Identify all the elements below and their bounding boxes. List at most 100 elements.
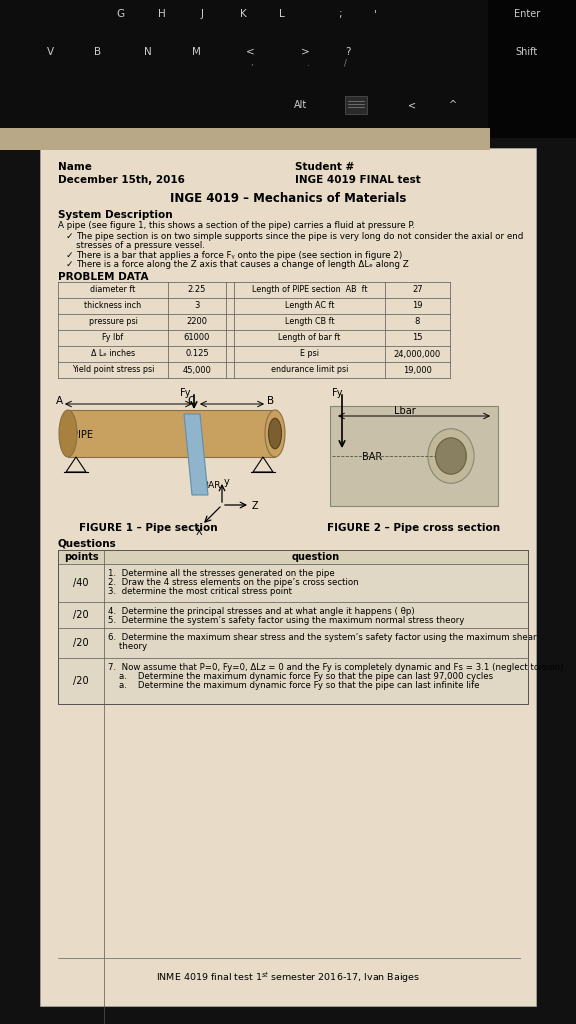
- Text: A: A: [56, 396, 63, 406]
- Text: a.    Determine the maximum dynamic force Fy so that the pipe can last infinite : a. Determine the maximum dynamic force F…: [108, 681, 479, 690]
- Text: ^: ^: [449, 100, 457, 110]
- Bar: [58, 564, 528, 602]
- Text: INGE 4019 – Mechanics of Materials: INGE 4019 – Mechanics of Materials: [170, 193, 406, 205]
- Text: FIGURE 1 – Pipe section: FIGURE 1 – Pipe section: [79, 523, 217, 534]
- Text: E psi: E psi: [300, 349, 319, 358]
- Text: C: C: [187, 396, 194, 406]
- Text: L: L: [279, 9, 285, 19]
- Text: 19: 19: [412, 301, 423, 310]
- Text: 3.  determine the most critical stress point: 3. determine the most critical stress po…: [108, 587, 292, 596]
- Text: 3: 3: [194, 301, 200, 310]
- Text: /: /: [343, 58, 346, 68]
- Text: question: question: [292, 552, 340, 562]
- Text: thickness inch: thickness inch: [85, 301, 142, 310]
- Text: diameter ft: diameter ft: [90, 286, 135, 295]
- Text: BAR: BAR: [362, 452, 382, 462]
- Polygon shape: [184, 414, 208, 495]
- Text: <: <: [408, 100, 416, 110]
- Text: Fy: Fy: [332, 388, 343, 398]
- Text: Z: Z: [252, 501, 259, 511]
- Bar: [58, 658, 528, 705]
- Text: 24,000,000: 24,000,000: [394, 349, 441, 358]
- Text: 0.125: 0.125: [185, 349, 209, 358]
- Text: J: J: [200, 9, 203, 19]
- Text: Length of bar ft: Length of bar ft: [278, 334, 340, 342]
- Text: X: X: [196, 527, 203, 537]
- Bar: [0, 128, 490, 150]
- Text: FIGURE 2 – Pipe cross section: FIGURE 2 – Pipe cross section: [327, 523, 501, 534]
- Text: Length CB ft: Length CB ft: [285, 317, 334, 327]
- Text: PIPE: PIPE: [72, 429, 93, 439]
- Text: 4.  Determine the principal stresses and at what angle it happens ( θp): 4. Determine the principal stresses and …: [108, 607, 415, 616]
- Text: H: H: [158, 9, 166, 19]
- Bar: [58, 628, 528, 658]
- Text: Length of PIPE section  AB  ft: Length of PIPE section AB ft: [252, 286, 367, 295]
- Text: 6.  Determine the maximum shear stress and the system’s safety factor using the : 6. Determine the maximum shear stress an…: [108, 633, 536, 642]
- Text: 15: 15: [412, 334, 423, 342]
- Text: There is a force along the Z axis that causes a change of length ΔLₑ along Z: There is a force along the Z axis that c…: [76, 260, 409, 269]
- Text: /40: /40: [73, 578, 89, 588]
- Text: The pipe section is on two simple supports since the pipe is very long do not co: The pipe section is on two simple suppor…: [76, 232, 524, 241]
- Text: K: K: [240, 9, 247, 19]
- Text: ✓: ✓: [66, 251, 74, 260]
- Text: pressure psi: pressure psi: [89, 317, 138, 327]
- Bar: [58, 550, 528, 564]
- Text: 2.25: 2.25: [188, 286, 206, 295]
- Text: a.    Determine the maximum dynamic force Fy so that the pipe can last 97,000 cy: a. Determine the maximum dynamic force F…: [108, 672, 493, 681]
- Ellipse shape: [268, 418, 282, 449]
- Text: 7.  Now assume that P=0, Fy=0, ΔLz = 0 and the Fy is completely dynamic and Fs =: 7. Now assume that P=0, Fy=0, ΔLz = 0 an…: [108, 663, 563, 672]
- Text: 1.  Determine all the stresses generated on the pipe: 1. Determine all the stresses generated …: [108, 569, 335, 578]
- Text: Shift: Shift: [516, 47, 538, 57]
- Text: Lbar: Lbar: [394, 406, 416, 416]
- Text: There is a bar that applies a force Fᵧ onto the pipe (see section in figure 2): There is a bar that applies a force Fᵧ o…: [76, 251, 403, 260]
- Text: endurance limit psi: endurance limit psi: [271, 366, 348, 375]
- Text: PROBLEM DATA: PROBLEM DATA: [58, 272, 149, 282]
- Bar: [58, 602, 528, 628]
- Bar: [68, 410, 275, 457]
- Text: 45,000: 45,000: [183, 366, 211, 375]
- Text: 61000: 61000: [184, 334, 210, 342]
- Text: 2200: 2200: [187, 317, 207, 327]
- Text: 8: 8: [415, 317, 420, 327]
- Text: Length AC ft: Length AC ft: [285, 301, 334, 310]
- Bar: [488, 0, 576, 138]
- Text: ;: ;: [338, 9, 342, 19]
- Text: /20: /20: [73, 676, 89, 686]
- Text: Enter: Enter: [514, 9, 540, 19]
- Text: B: B: [94, 47, 101, 57]
- Text: N: N: [144, 47, 152, 57]
- Text: Alt: Alt: [294, 100, 308, 110]
- Text: ✓: ✓: [66, 232, 74, 241]
- Text: .: .: [306, 58, 308, 68]
- Ellipse shape: [265, 410, 285, 457]
- Text: theory: theory: [108, 642, 147, 651]
- Bar: [0, 0, 576, 138]
- Text: 27: 27: [412, 286, 423, 295]
- Text: >: >: [301, 47, 309, 57]
- Text: /20: /20: [73, 638, 89, 648]
- Text: stresses of a pressure vessel.: stresses of a pressure vessel.: [76, 241, 205, 250]
- Text: <: <: [245, 47, 255, 57]
- Text: December 15th, 2016: December 15th, 2016: [58, 175, 185, 185]
- Ellipse shape: [428, 429, 474, 483]
- Text: 19,000: 19,000: [403, 366, 432, 375]
- Text: INGE 4019 FINAL test: INGE 4019 FINAL test: [295, 175, 420, 185]
- Text: System Description: System Description: [58, 210, 173, 220]
- Text: Name: Name: [58, 162, 92, 172]
- Bar: [330, 406, 498, 506]
- Text: Fy lbf: Fy lbf: [103, 334, 124, 342]
- Text: Fy: Fy: [180, 388, 191, 398]
- Text: M: M: [192, 47, 200, 57]
- Text: B: B: [267, 396, 274, 406]
- Text: 2.  Draw the 4 stress elements on the pipe’s cross section: 2. Draw the 4 stress elements on the pip…: [108, 578, 359, 587]
- Text: Yield point stress psi: Yield point stress psi: [72, 366, 154, 375]
- Text: y: y: [224, 477, 230, 487]
- Text: A pipe (see figure 1, this shows a section of the pipe) carries a fluid at press: A pipe (see figure 1, this shows a secti…: [58, 221, 415, 230]
- Text: V: V: [47, 47, 54, 57]
- Text: ✓: ✓: [66, 260, 74, 269]
- Bar: [40, 148, 536, 1006]
- Text: Student #: Student #: [295, 162, 354, 172]
- Bar: [345, 96, 367, 114]
- Text: Δ Lₑ inches: Δ Lₑ inches: [91, 349, 135, 358]
- Ellipse shape: [59, 410, 77, 457]
